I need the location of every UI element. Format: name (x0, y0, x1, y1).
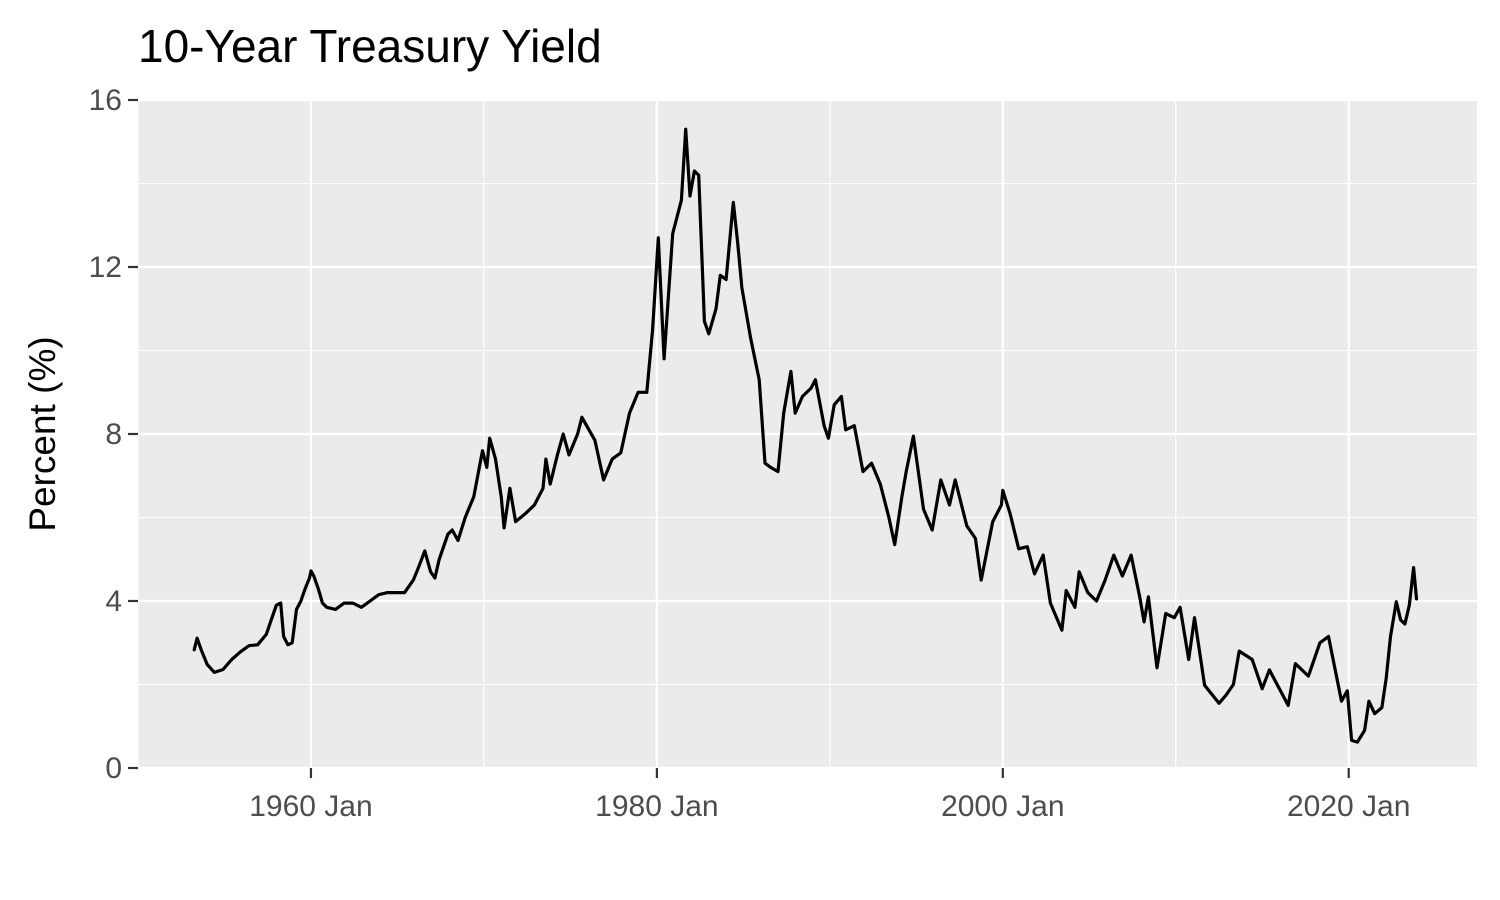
chart-title: 10-Year Treasury Yield (138, 20, 602, 72)
y-axis: 0 4 8 12 16 (89, 84, 138, 785)
y-tick-label: 0 (105, 752, 122, 785)
yield-series-line (192, 127, 1419, 744)
y-tick-label: 16 (89, 84, 122, 117)
x-tick-label: 1960 Jan (249, 790, 372, 823)
x-axis: 1960 Jan 1980 Jan 2000 Jan 2020 Jan (249, 768, 1410, 823)
grid-lines (137, 98, 1477, 770)
y-tick-label: 8 (105, 418, 122, 451)
x-tick-label: 1980 Jan (595, 790, 718, 823)
y-axis-title: Percent (%) (22, 336, 63, 531)
y-tick-label: 4 (105, 585, 122, 618)
x-tick-label: 2020 Jan (1287, 790, 1410, 823)
x-tick-label: 2000 Jan (941, 790, 1064, 823)
y-tick-label: 12 (89, 251, 122, 284)
